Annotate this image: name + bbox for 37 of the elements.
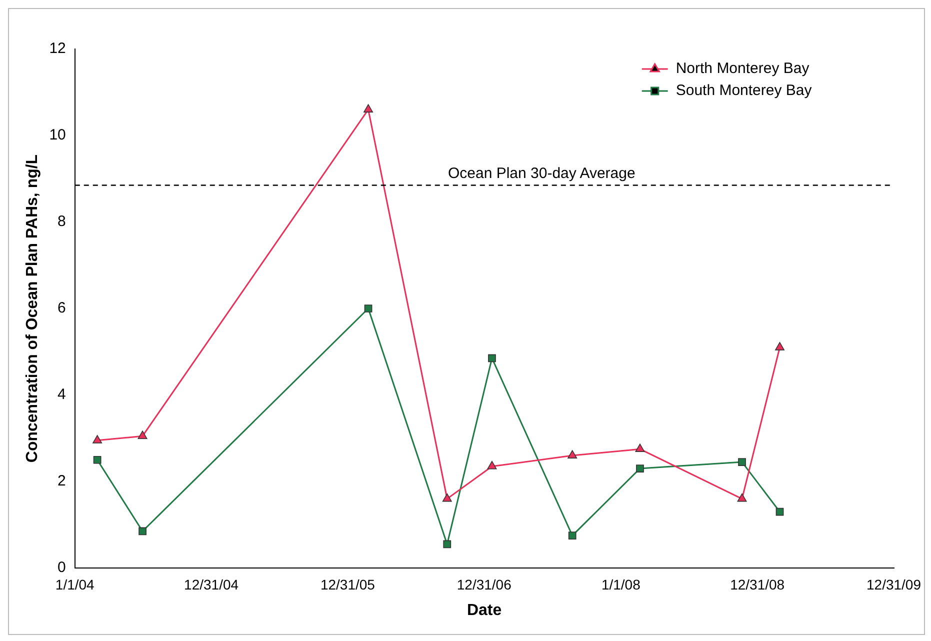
y-tick-label: 10 bbox=[49, 126, 66, 144]
point bbox=[364, 104, 373, 112]
point bbox=[737, 493, 747, 502]
x-tick-label: 12/31/04 bbox=[184, 576, 239, 592]
x-tick-label: 1/1/08 bbox=[601, 576, 641, 592]
y-tick-label: 2 bbox=[58, 472, 66, 490]
point bbox=[776, 508, 784, 516]
y-tick-label: 0 bbox=[58, 559, 66, 576]
point bbox=[636, 464, 644, 472]
point bbox=[775, 342, 784, 350]
y-axis-title: Concentration of Ocean Plan PAHs, ng/L bbox=[24, 154, 42, 463]
x-tick-label: 1/1/04 bbox=[55, 576, 95, 592]
point bbox=[138, 527, 146, 536]
y-tick-label: 8 bbox=[58, 213, 66, 230]
point bbox=[568, 532, 576, 540]
x-tick-label: 12/31/08 bbox=[730, 576, 785, 592]
point bbox=[487, 460, 497, 470]
y-tick-label: 6 bbox=[58, 300, 66, 317]
x-tick-label: 12/31/09 bbox=[866, 576, 922, 592]
point bbox=[443, 540, 452, 548]
point bbox=[568, 450, 578, 458]
legend-label: North Monterey Bay bbox=[676, 60, 810, 78]
point bbox=[635, 444, 645, 452]
x-axis-title: Date bbox=[466, 602, 502, 619]
point bbox=[93, 456, 102, 464]
y-tick-label: 12 bbox=[49, 40, 66, 58]
point bbox=[364, 304, 372, 312]
point bbox=[92, 435, 102, 444]
y-tick-label: 4 bbox=[58, 386, 66, 404]
x-tick-label: 12/31/06 bbox=[456, 576, 512, 592]
point bbox=[442, 493, 452, 502]
point bbox=[488, 354, 496, 362]
point bbox=[138, 430, 148, 439]
x-tick-label: 12/31/05 bbox=[320, 576, 376, 592]
legend-label: South Monterey Bay bbox=[676, 82, 812, 100]
ref-line-label: Ocean Plan 30-day Average bbox=[448, 164, 636, 182]
point bbox=[738, 458, 746, 466]
